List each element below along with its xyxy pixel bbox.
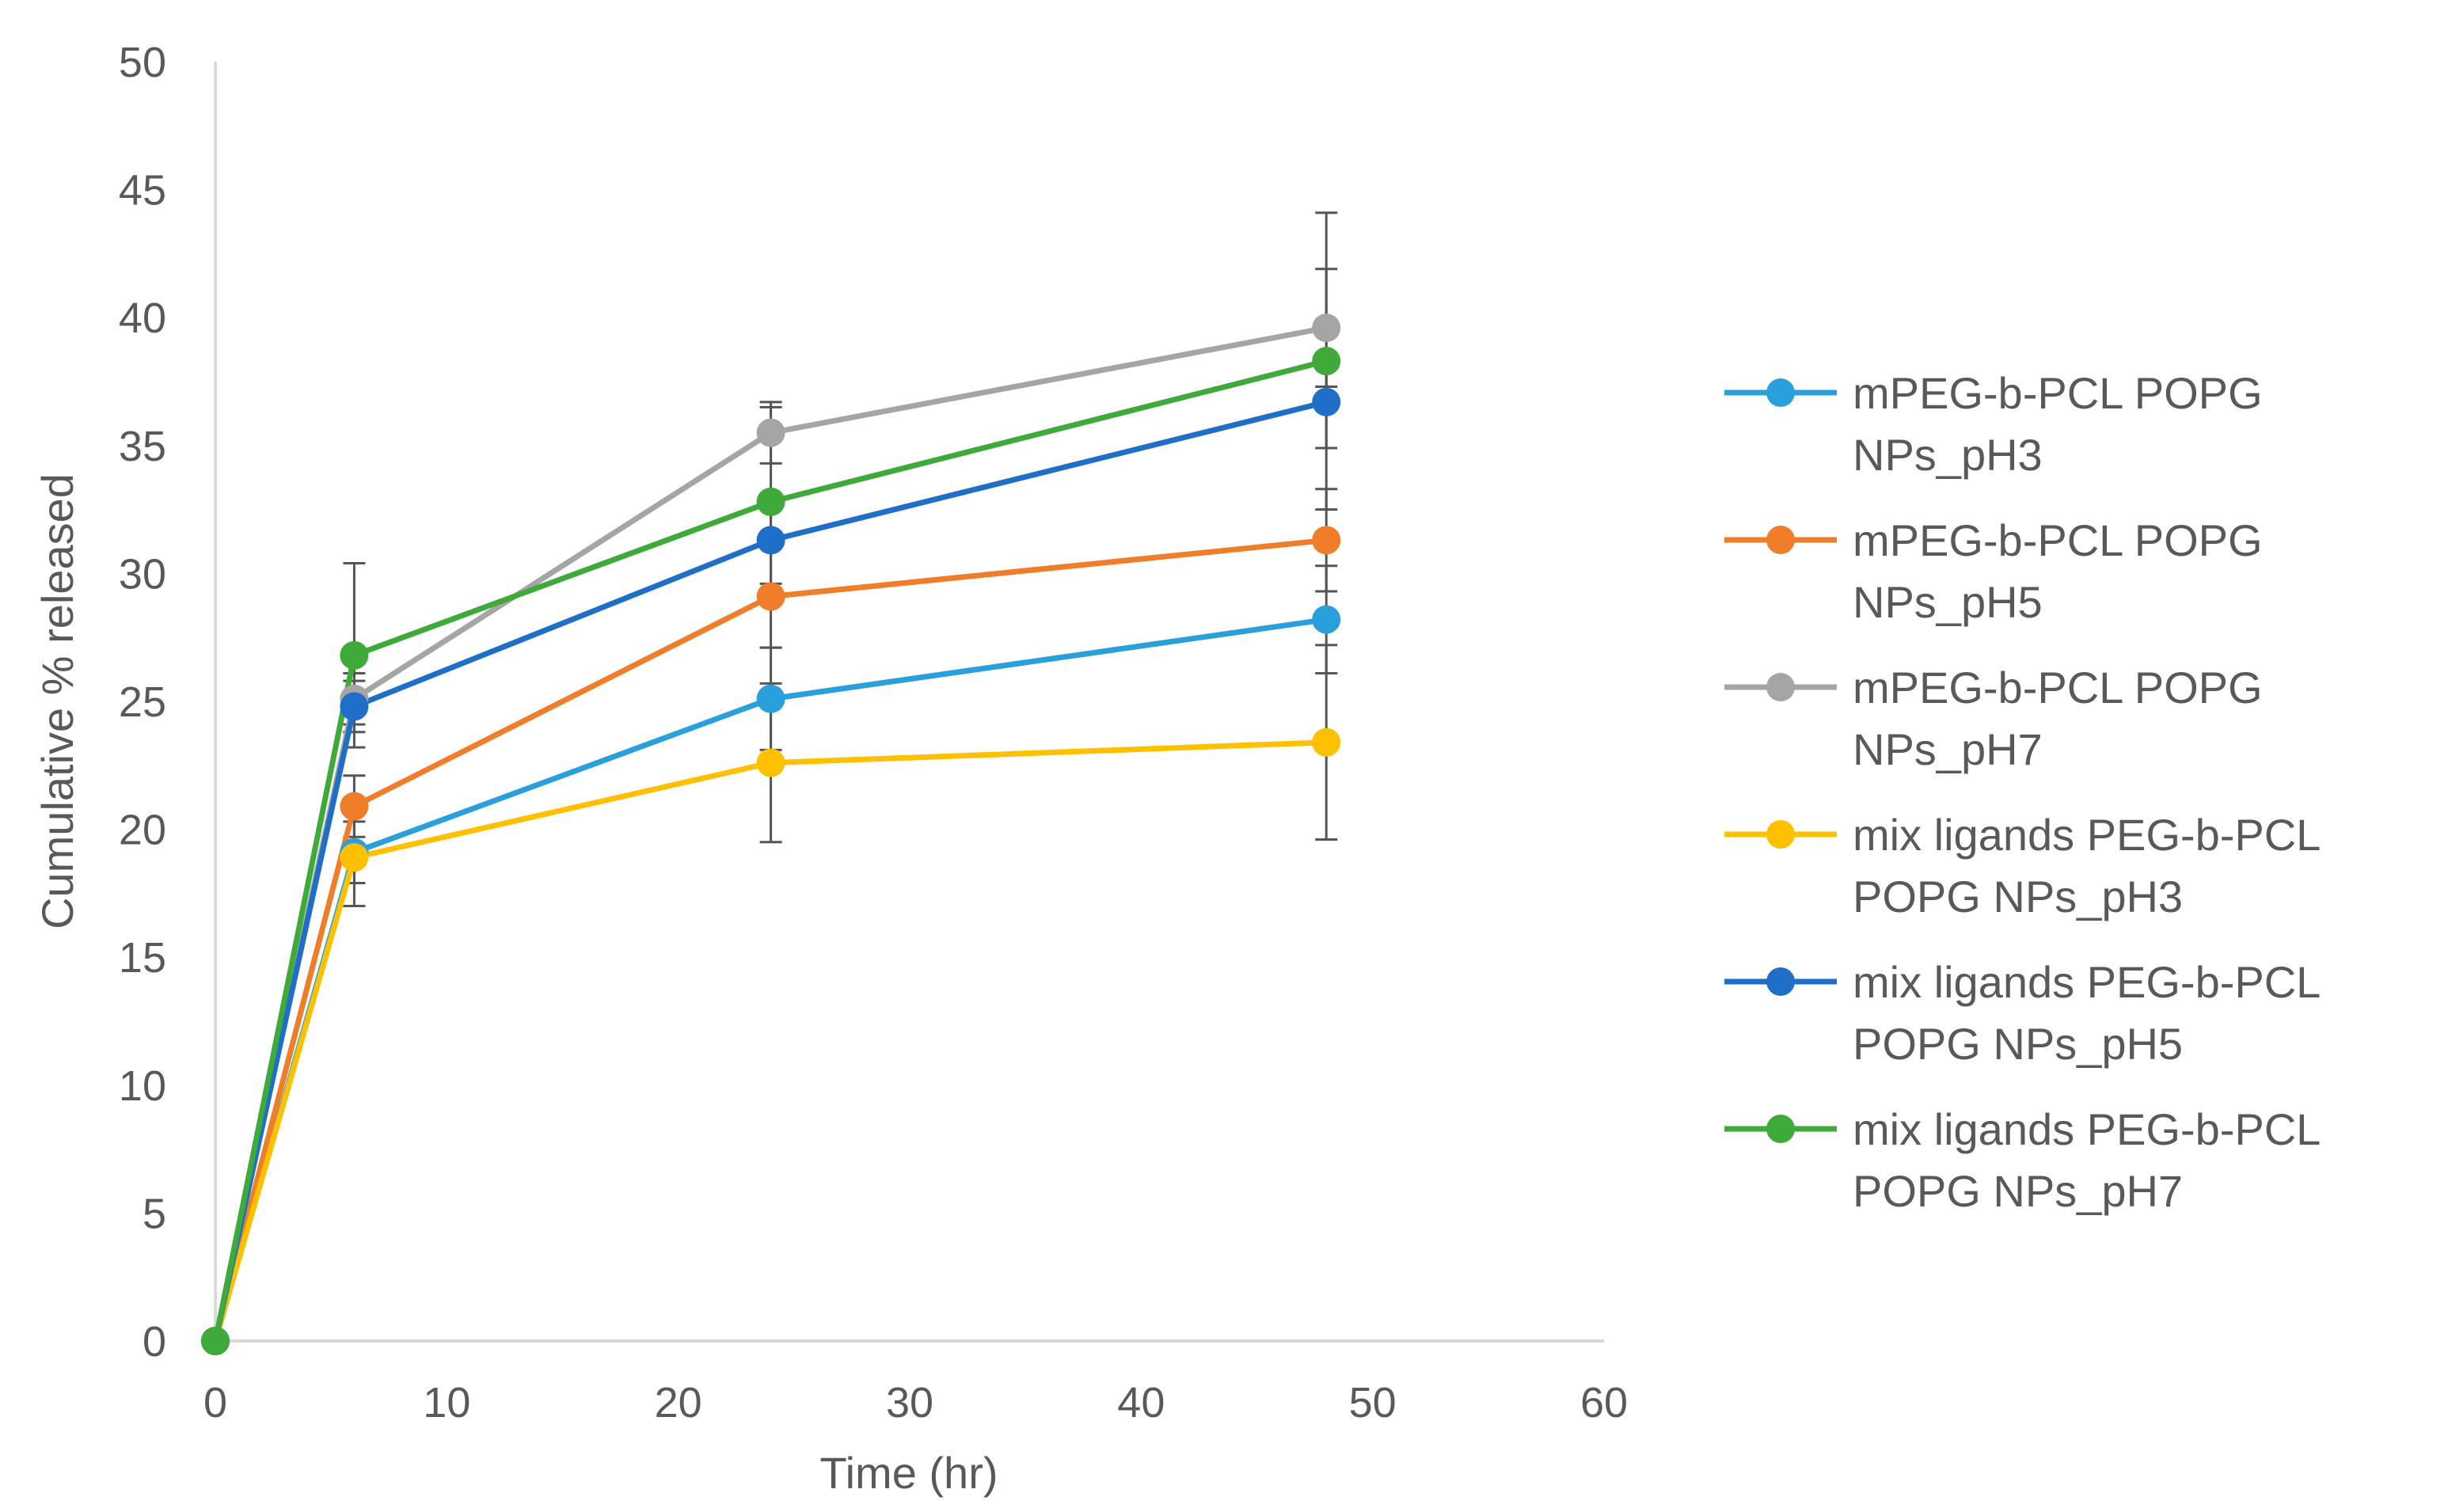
series-lines bbox=[212, 325, 1328, 1342]
legend-label-line: mPEG-b-PCL POPG bbox=[1853, 663, 2263, 712]
y-tick-label: 30 bbox=[119, 550, 166, 598]
legend-item: mPEG-b-PCL POPG NPs_pH7 bbox=[1724, 663, 2263, 774]
series-points bbox=[201, 313, 1341, 1355]
series-2-point bbox=[340, 792, 369, 821]
x-axis-title: Time (hr) bbox=[819, 1448, 998, 1498]
y-tick-label: 50 bbox=[119, 39, 166, 86]
series-line-2 bbox=[212, 537, 1327, 1342]
x-tick-label: 10 bbox=[423, 1379, 470, 1427]
series-6-point bbox=[201, 1327, 230, 1355]
y-tick-label: 25 bbox=[119, 678, 166, 726]
series-line-5 bbox=[212, 399, 1328, 1342]
x-tick-labels: 0 10 20 30 40 50 60 bbox=[203, 1379, 1628, 1427]
series-line-6 bbox=[212, 358, 1328, 1342]
axes bbox=[214, 62, 1604, 1343]
x-tick-label: 60 bbox=[1580, 1379, 1628, 1427]
series-4-point bbox=[756, 748, 785, 777]
legend-label-line: NPs_pH5 bbox=[1853, 577, 2043, 627]
y-tick-label: 20 bbox=[119, 807, 166, 854]
series-6-point bbox=[756, 487, 785, 516]
legend-item: mPEG-b-PCL POPG NPs_pH5 bbox=[1724, 515, 2263, 627]
legend-label-line: mix ligands PEG-b-PCL bbox=[1853, 1104, 2321, 1154]
legend-label-line: mix ligands PEG-b-PCL bbox=[1853, 957, 2321, 1007]
series-1-point bbox=[1312, 605, 1341, 634]
y-tick-labels: 0 5 10 15 20 25 30 35 40 45 50 bbox=[119, 39, 166, 1366]
series-5-point bbox=[340, 692, 369, 721]
series-line-4 bbox=[212, 739, 1327, 1342]
x-tick-label: 30 bbox=[886, 1379, 933, 1427]
legend-swatch-marker bbox=[1766, 378, 1795, 407]
x-tick-label: 50 bbox=[1349, 1379, 1397, 1427]
series-4-point bbox=[340, 843, 369, 872]
legend-label-line: POPG NPs_pH3 bbox=[1853, 872, 2183, 921]
legend-swatch-marker bbox=[1766, 1115, 1795, 1143]
x-tick-label: 20 bbox=[655, 1379, 702, 1427]
legend-swatch-marker bbox=[1766, 820, 1795, 849]
y-tick-label: 10 bbox=[119, 1062, 166, 1110]
legend: mPEG-b-PCL POPG NPs_pH3 mPEG-b-PCL POPG NPs… bbox=[1724, 368, 2321, 1216]
x-tick-label: 0 bbox=[203, 1379, 227, 1427]
legend-swatch-marker bbox=[1766, 673, 1795, 701]
series-3-point bbox=[1312, 313, 1341, 343]
y-tick-label: 15 bbox=[119, 934, 166, 982]
legend-label-line: mPEG-b-PCL POPG bbox=[1853, 368, 2263, 418]
legend-swatch-marker bbox=[1766, 967, 1795, 996]
y-tick-label: 40 bbox=[119, 294, 166, 342]
legend-label-line: mPEG-b-PCL POPG bbox=[1853, 515, 2263, 565]
series-3-point bbox=[756, 418, 785, 447]
series-6-point bbox=[340, 640, 369, 670]
legend-label-line: POPG NPs_pH5 bbox=[1853, 1019, 2183, 1069]
series-5-point bbox=[756, 526, 785, 555]
legend-label-line: mix ligands PEG-b-PCL bbox=[1853, 810, 2321, 860]
y-tick-label: 5 bbox=[143, 1190, 166, 1237]
legend-label-line: NPs_pH3 bbox=[1853, 430, 2043, 480]
x-tick-label: 40 bbox=[1117, 1379, 1165, 1427]
legend-label-line: NPs_pH7 bbox=[1853, 724, 2043, 774]
series-1-point bbox=[756, 684, 785, 713]
y-tick-label: 45 bbox=[119, 167, 166, 215]
series-6-point bbox=[1312, 347, 1341, 376]
legend-label-line: POPG NPs_pH7 bbox=[1853, 1166, 2183, 1216]
series-2-point bbox=[1312, 526, 1341, 555]
legend-item: mix ligands PEG-b-PCL POPG NPs_pH5 bbox=[1724, 957, 2321, 1069]
series-2-point bbox=[756, 582, 785, 611]
series-5-point bbox=[1312, 387, 1341, 416]
y-tick-label: 35 bbox=[119, 423, 166, 470]
legend-item: mPEG-b-PCL POPG NPs_pH3 bbox=[1724, 368, 2263, 480]
y-tick-label: 0 bbox=[143, 1318, 166, 1366]
y-axis-title: Cumulative % released bbox=[32, 473, 82, 929]
legend-swatch-marker bbox=[1766, 526, 1795, 554]
legend-item: mix ligands PEG-b-PCL POPG NPs_pH3 bbox=[1724, 810, 2321, 921]
series-4-point bbox=[1312, 728, 1341, 757]
legend-item: mix ligands PEG-b-PCL POPG NPs_pH7 bbox=[1724, 1104, 2321, 1216]
